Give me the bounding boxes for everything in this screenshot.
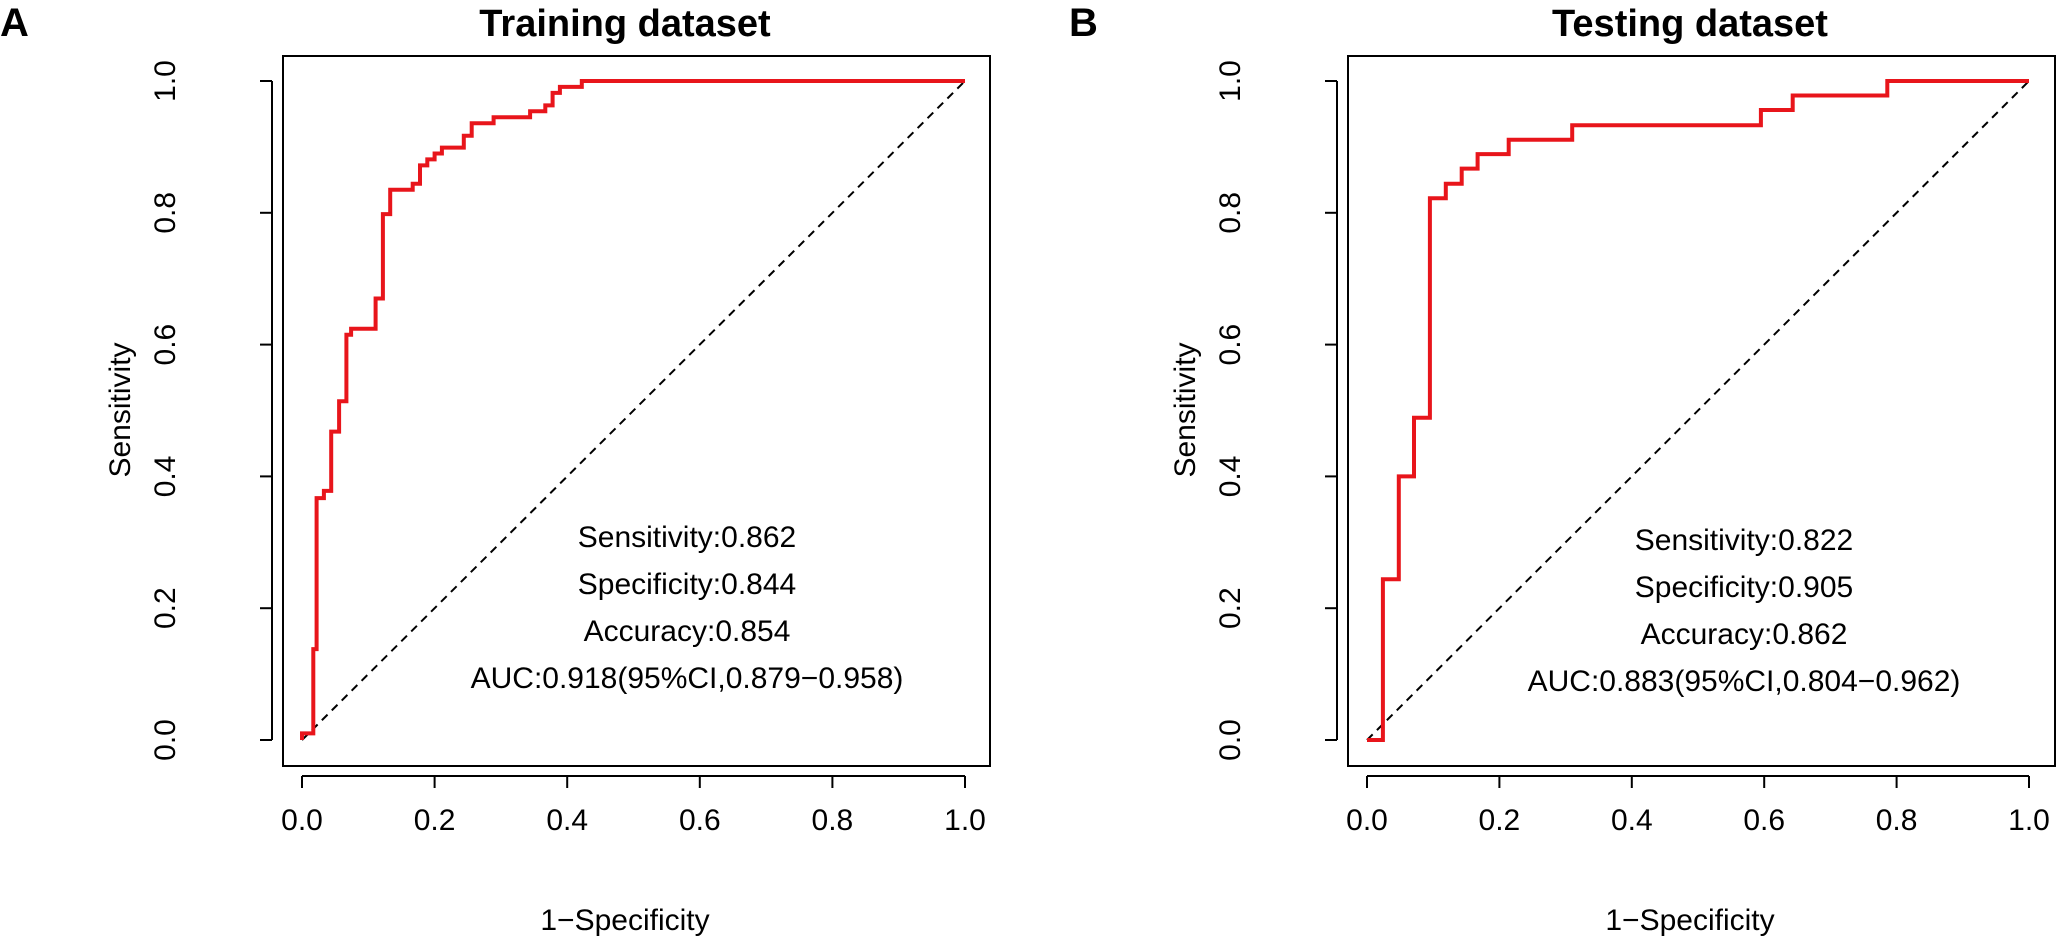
x-tick-label-a-0: 0.0 (281, 804, 323, 837)
annotation-sensitivity-b: Sensitivity:0.822 (1635, 524, 1853, 557)
x-tick-label-b-3: 0.6 (1743, 804, 1785, 837)
x-axis-label-b: 1−Specificity (1605, 904, 1774, 937)
y-tick-label-a-5: 1.0 (149, 60, 182, 102)
x-tick-label-b-5: 1.0 (2008, 804, 2050, 837)
panel-b-testing: B Testing dataset 0.0 0.2 0.4 0.6 0.8 1.0 0.0… (1069, 1, 2056, 937)
reference-diagonal-a (301, 80, 966, 741)
panel-letter-b: B (1069, 1, 1098, 45)
annotation-auc-b: AUC:0.883(95%CI,0.804−0.962) (1528, 665, 1961, 698)
roc-curve-b (1367, 79, 2029, 742)
annotation-sensitivity-a: Sensitivity:0.862 (578, 521, 796, 554)
y-tick-label-b-4: 0.8 (1214, 192, 1247, 234)
annotation-specificity-a: Specificity:0.844 (578, 568, 796, 601)
plot-frame-b (1347, 55, 2056, 767)
chart-title-a: Training dataset (479, 3, 771, 45)
panel-letter-a: A (0, 1, 29, 45)
roc-curve-a (300, 79, 965, 740)
annotation-specificity-b: Specificity:0.905 (1635, 571, 1853, 604)
y-tick-label-a-1: 0.2 (149, 587, 182, 629)
reference-diagonal-b (1366, 80, 2030, 741)
x-tick-label-b-4: 0.8 (1876, 804, 1918, 837)
chart-title-b: Testing dataset (1552, 3, 1828, 45)
x-tick-label-a-2: 0.4 (546, 804, 588, 837)
y-tick-label-b-5: 1.0 (1214, 60, 1247, 102)
x-tick-label-b-1: 0.2 (1479, 804, 1521, 837)
x-tick-label-a-4: 0.8 (812, 804, 854, 837)
x-axis-label-a: 1−Specificity (540, 904, 709, 937)
y-tick-label-b-1: 0.2 (1214, 587, 1247, 629)
y-axis-label-b: Sensitivity (1169, 342, 1202, 477)
x-tick-label-b-2: 0.4 (1611, 804, 1653, 837)
annotation-accuracy-b: Accuracy:0.862 (1641, 618, 1848, 651)
x-tick-label-a-3: 0.6 (679, 804, 721, 837)
y-tick-label-a-3: 0.6 (149, 324, 182, 366)
x-tick-label-b-0: 0.0 (1346, 804, 1388, 837)
plot-frame-a (282, 55, 991, 767)
y-axis-label-a: Sensitivity (104, 342, 137, 477)
y-tick-label-b-0: 0.0 (1214, 719, 1247, 761)
annotation-auc-a: AUC:0.918(95%CI,0.879−0.958) (471, 662, 904, 695)
y-tick-label-b-2: 0.4 (1214, 456, 1247, 498)
x-tick-label-a-5: 1.0 (944, 804, 986, 837)
annotation-accuracy-a: Accuracy:0.854 (584, 615, 791, 648)
y-tick-label-a-0: 0.0 (149, 719, 182, 761)
y-tick-label-b-3: 0.6 (1214, 324, 1247, 366)
panel-a-training: A Training dataset 0.0 0.2 0.4 0.6 0.8 1.0 0.… (0, 1, 991, 937)
y-tick-label-a-4: 0.8 (149, 192, 182, 234)
y-tick-label-a-2: 0.4 (149, 456, 182, 498)
x-tick-label-a-1: 0.2 (414, 804, 456, 837)
